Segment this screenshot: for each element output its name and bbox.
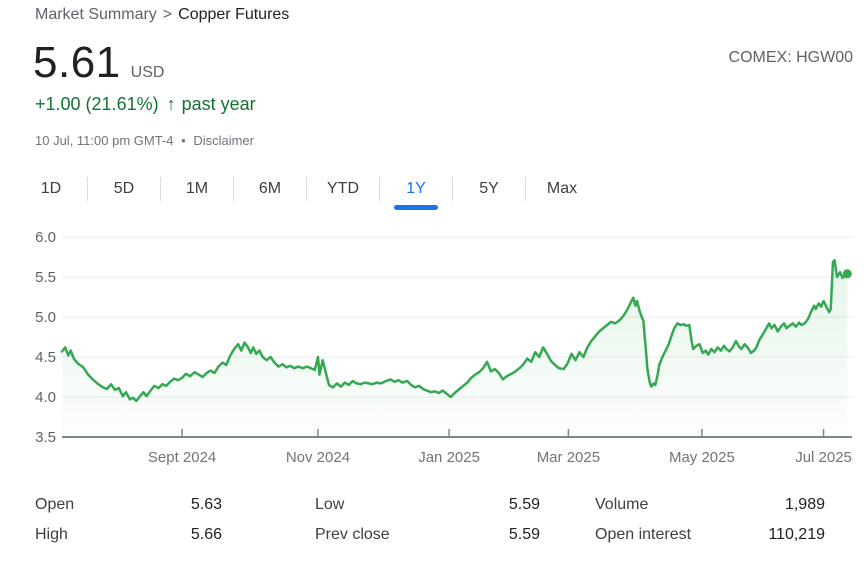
timestamp-separator: • (181, 133, 186, 148)
tab-ytd[interactable]: YTD (327, 179, 359, 197)
svg-text:6.0: 6.0 (35, 229, 56, 246)
svg-text:Sept 2024: Sept 2024 (148, 449, 216, 466)
svg-text:3.5: 3.5 (35, 429, 56, 446)
price-change-value: +1.00 (21.61%) (35, 94, 159, 114)
tab-divider (87, 176, 88, 201)
up-arrow-icon: ↑ (166, 94, 176, 114)
stat-value: 5.66 (190, 526, 222, 543)
stat-label: Low (315, 496, 345, 513)
tab-5d[interactable]: 5D (113, 179, 135, 197)
stat-low: Low 5.59 (315, 494, 540, 516)
breadcrumb-separator: > (162, 6, 173, 23)
currency-label: USD (130, 64, 165, 81)
quote-timestamp: 10 Jul, 11:00 pm GMT-4 • Disclaimer (35, 133, 254, 148)
price-row: 5.61 USD (33, 40, 164, 86)
stat-label: High (35, 526, 68, 543)
tab-divider (233, 176, 234, 201)
tab-5y[interactable]: 5Y (479, 179, 499, 197)
stat-volume: Volume 1,989 (595, 494, 825, 516)
svg-text:Nov 2024: Nov 2024 (286, 449, 350, 466)
tab-1y[interactable]: 1Y (380, 170, 452, 207)
tab-1d[interactable]: 1D (40, 179, 62, 197)
breadcrumb-market-summary-link[interactable]: Market Summary (35, 6, 157, 23)
breadcrumb: Market Summary > Copper Futures (35, 6, 289, 24)
tab-divider (160, 176, 161, 201)
tab-divider (452, 176, 453, 201)
current-price: 5.61 (33, 38, 121, 87)
price-chart-svg[interactable]: 6.0 5.5 5.0 4.5 4.0 3.5 Sept 2024 Nov 2024 Jan 2… (0, 225, 864, 475)
svg-text:May 2025: May 2025 (669, 449, 735, 466)
tab-divider (306, 176, 307, 201)
stat-high: High 5.66 (35, 524, 222, 546)
disclaimer-link[interactable]: Disclaimer (193, 133, 254, 148)
stat-value: 5.59 (508, 496, 540, 513)
svg-text:5.0: 5.0 (35, 309, 56, 326)
price-chart[interactable]: 6.0 5.5 5.0 4.5 4.0 3.5 Sept 2024 Nov 2024 Jan 2… (0, 225, 864, 475)
stat-label: Open (35, 496, 75, 513)
svg-text:Jan 2025: Jan 2025 (418, 449, 480, 466)
exchange-ticker: COMEX: HGW00 (728, 49, 853, 66)
svg-text:4.0: 4.0 (35, 389, 56, 406)
stat-open-interest: Open interest 110,219 (595, 524, 825, 546)
stat-prev-close: Prev close 5.59 (315, 524, 540, 546)
tab-6m[interactable]: 6M (258, 179, 282, 197)
svg-text:Jul 2025: Jul 2025 (795, 449, 852, 466)
stat-open: Open 5.63 (35, 494, 222, 516)
tab-divider (525, 176, 526, 201)
stat-value: 1,989 (784, 496, 825, 513)
stat-label: Open interest (595, 526, 692, 543)
price-change-row: +1.00 (21.61%) ↑ past year (35, 94, 256, 115)
stat-label: Volume (595, 496, 649, 513)
time-range-tabs: 1D 5D 1M 6M YTD 1Y 5Y Max (15, 170, 598, 207)
stat-value: 110,219 (768, 526, 825, 543)
change-period-label: past year (181, 94, 256, 114)
svg-text:5.5: 5.5 (35, 269, 56, 286)
svg-text:4.5: 4.5 (35, 349, 56, 366)
svg-text:Mar 2025: Mar 2025 (537, 449, 600, 466)
stat-label: Prev close (315, 526, 390, 543)
stat-value: 5.59 (508, 526, 540, 543)
tab-1m[interactable]: 1M (185, 179, 209, 197)
tab-max[interactable]: Max (546, 179, 578, 197)
timestamp-text: 10 Jul, 11:00 pm GMT-4 (35, 133, 174, 148)
breadcrumb-current-page: Copper Futures (178, 6, 290, 23)
stat-value: 5.63 (190, 496, 222, 513)
